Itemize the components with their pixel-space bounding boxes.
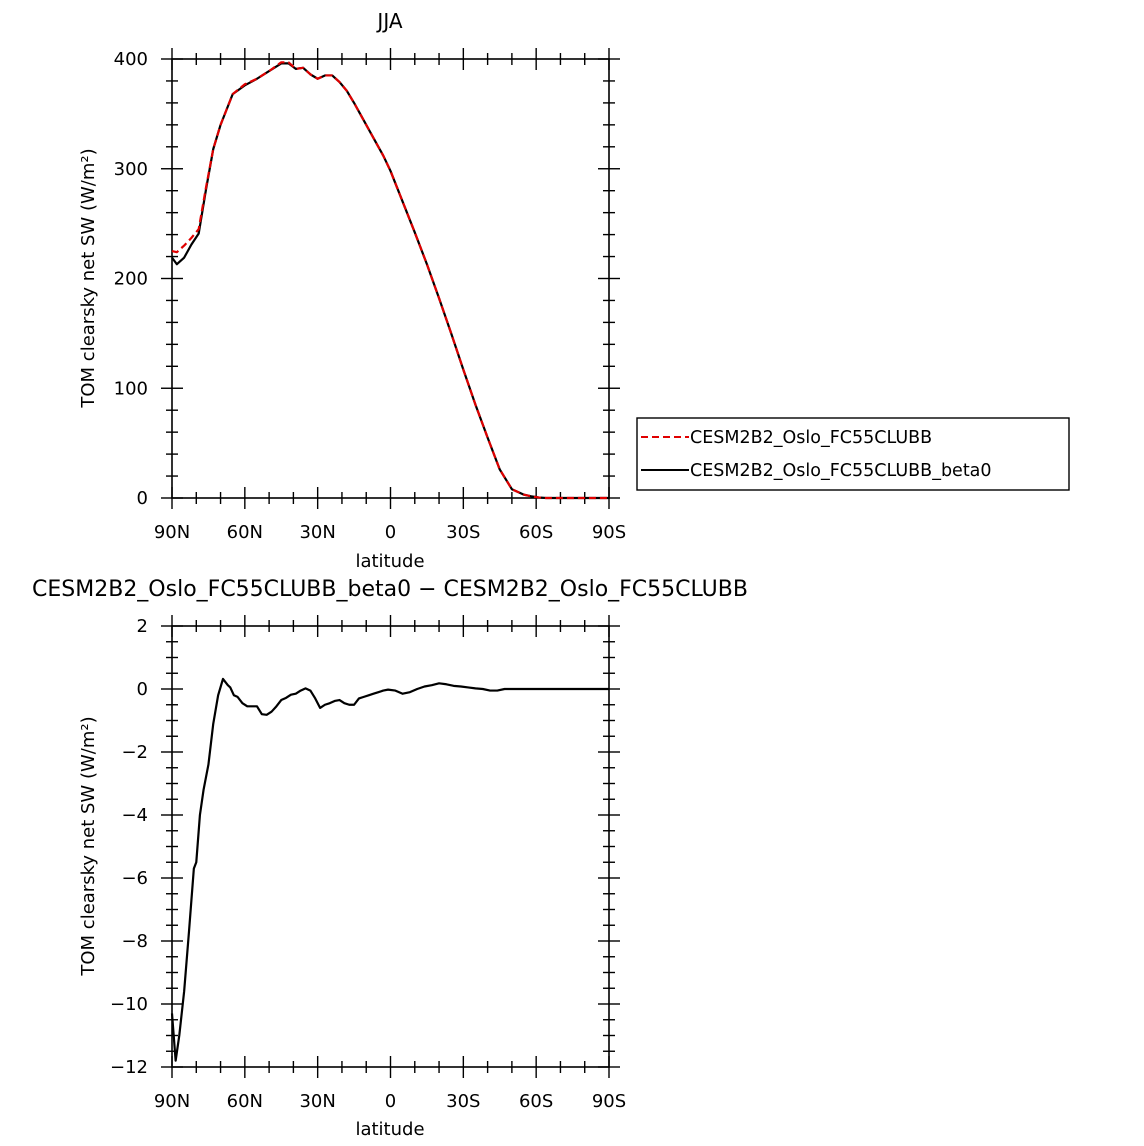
bottom-x-tick-label: 90N xyxy=(154,1091,190,1112)
top-x-tick-labels: 90N 60N 30N 0 30S 60S 90S xyxy=(154,522,626,543)
bottom-x-axis-label: latitude xyxy=(355,1119,424,1140)
top-x-axis-label: latitude xyxy=(355,551,424,572)
bottom-series-line-1 xyxy=(170,677,609,1062)
legend-label-series-2: CESM2B2_Oslo_FC55CLUBB_beta0 xyxy=(690,461,992,481)
bottom-y-tick-label: 2 xyxy=(137,616,148,637)
bottom-y-tick-label: −8 xyxy=(121,931,148,952)
bottom-y-tick-label: −4 xyxy=(121,805,148,826)
top-y-tick-label: 300 xyxy=(114,159,148,180)
bottom-plot-frame xyxy=(171,625,610,1068)
bottom-x-tick-label: 90S xyxy=(592,1091,626,1112)
bottom-y-tick-label: −6 xyxy=(121,868,148,889)
top-series-line-2 xyxy=(171,62,609,500)
top-y-tick-label: 100 xyxy=(114,378,148,399)
top-x-tick-label: 30S xyxy=(446,522,480,543)
top-series-lines xyxy=(171,61,609,500)
bottom-y-tick-label: −12 xyxy=(110,1057,148,1078)
legend-box xyxy=(636,417,1070,491)
legend-label-series-1: CESM2B2_Oslo_FC55CLUBB xyxy=(690,428,932,448)
bottom-x-tick-label: 60S xyxy=(519,1091,553,1112)
top-x-tick-label: 30N xyxy=(299,522,335,543)
top-y-tick-labels: 0 100 200 300 400 xyxy=(114,49,148,509)
bottom-y-tick-label: −2 xyxy=(121,742,148,763)
bottom-x-tick-labels: 90N 60N 30N 0 30S 60S 90S xyxy=(154,1091,626,1112)
bottom-y-tick-label: 0 xyxy=(137,679,148,700)
top-panel: JJA 0 100 200 300 400 90N 60N 30N 0 30S 60S 90S la… xyxy=(78,9,626,572)
top-x-tick-label: 60N xyxy=(227,522,263,543)
top-x-tick-label: 60S xyxy=(519,522,553,543)
top-panel-title: JJA xyxy=(375,9,402,33)
top-x-tick-label: 0 xyxy=(385,522,396,543)
top-x-tick-label: 90N xyxy=(154,522,190,543)
legend: CESM2B2_Oslo_FC55CLUBB CESM2B2_Oslo_FC55… xyxy=(636,417,1070,491)
bottom-panel: CESM2B2_Oslo_FC55CLUBB_beta0 − CESM2B2_O… xyxy=(32,577,748,1140)
top-axis-ticks xyxy=(161,48,620,509)
top-y-tick-label: 400 xyxy=(114,49,148,70)
bottom-y-tick-labels: 2 0 −2 −4 −6 −8 −10 −12 xyxy=(110,616,148,1078)
bottom-y-tick-label: −10 xyxy=(110,994,148,1015)
bottom-x-tick-label: 0 xyxy=(385,1091,396,1112)
top-y-tick-label: 200 xyxy=(114,269,148,290)
top-series-line-1 xyxy=(171,61,609,500)
bottom-series-lines xyxy=(170,677,609,1062)
top-x-tick-label: 90S xyxy=(592,522,626,543)
top-y-tick-label: 0 xyxy=(137,488,148,509)
top-y-axis-label: TOM clearsky net SW (W/m²) xyxy=(78,148,99,408)
bottom-axis-ticks xyxy=(161,615,620,1078)
bottom-x-tick-label: 60N xyxy=(227,1091,263,1112)
bottom-x-tick-label: 30S xyxy=(446,1091,480,1112)
top-plot-frame xyxy=(171,58,610,499)
bottom-y-axis-label: TOM clearsky net SW (W/m²) xyxy=(78,716,99,976)
bottom-x-tick-label: 30N xyxy=(299,1091,335,1112)
bottom-panel-title: CESM2B2_Oslo_FC55CLUBB_beta0 − CESM2B2_O… xyxy=(32,577,748,602)
